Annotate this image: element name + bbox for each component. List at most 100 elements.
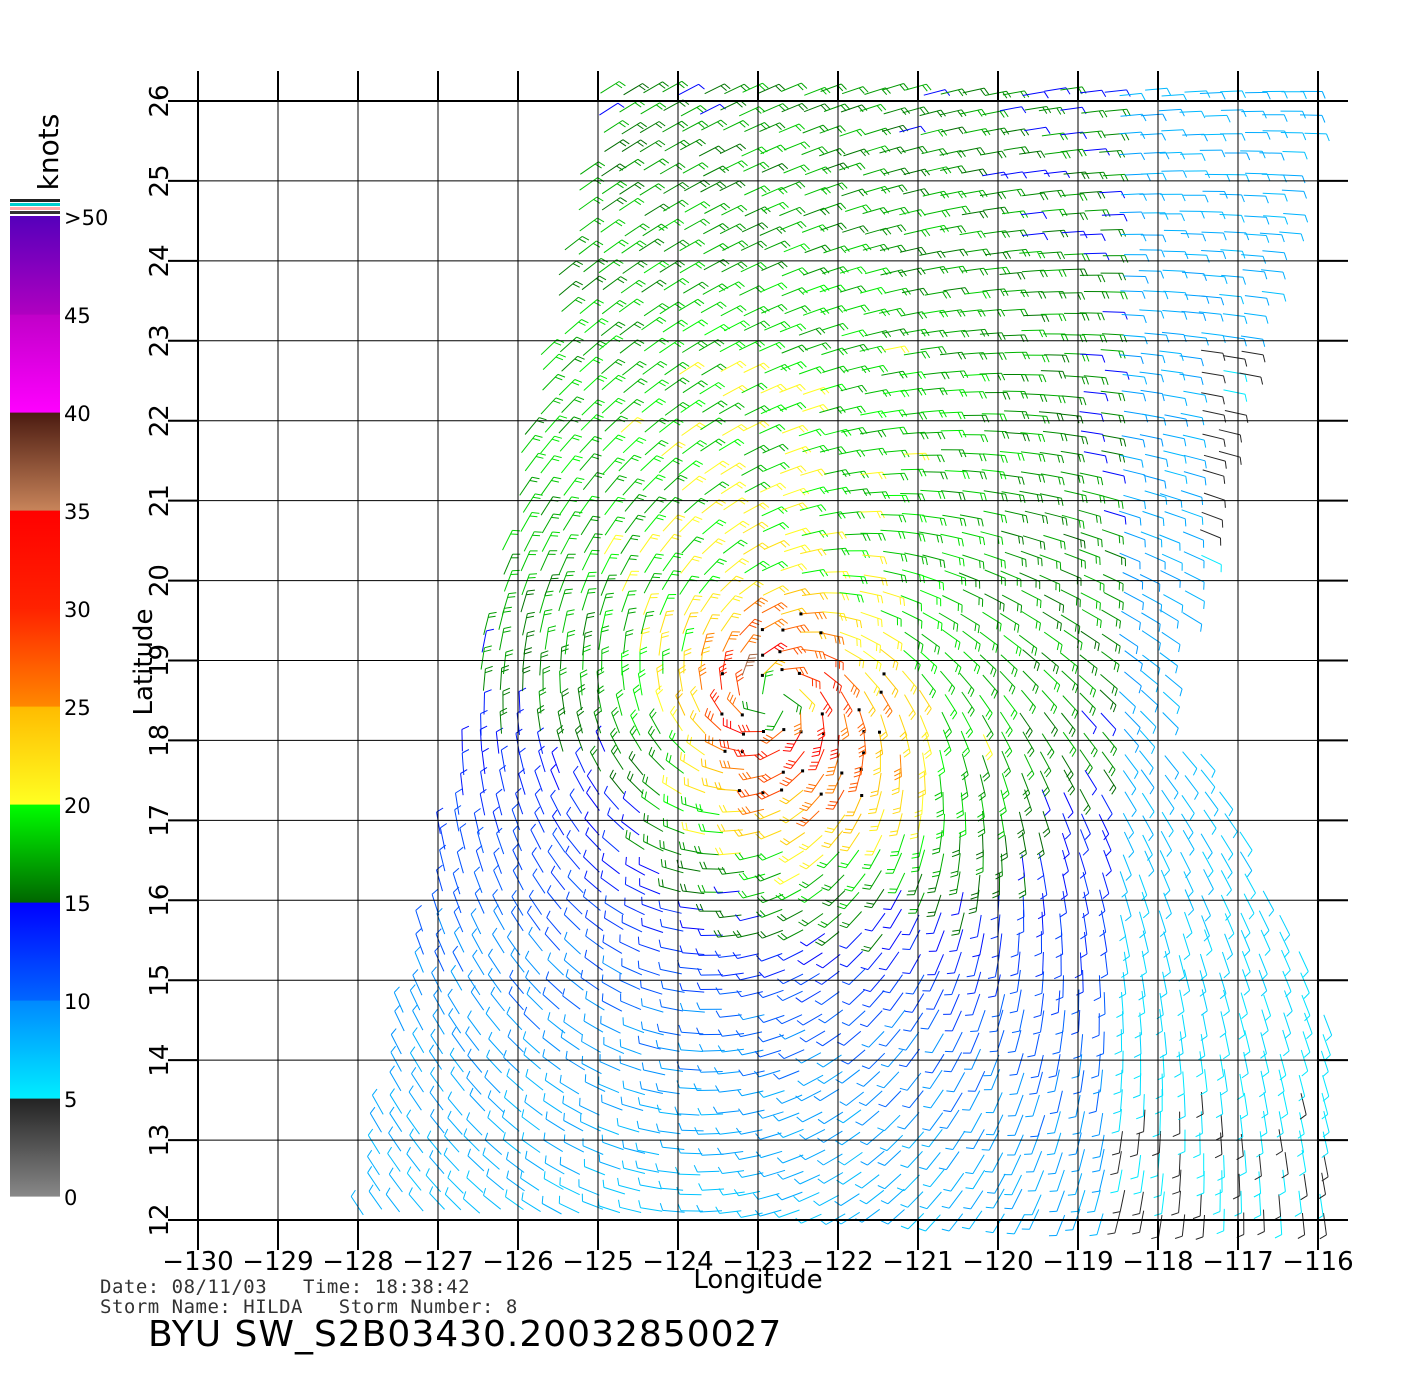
wind-barb	[979, 694, 993, 720]
wind-barb	[638, 1200, 663, 1212]
wind-barb	[1062, 212, 1089, 221]
wind-barb	[943, 1052, 963, 1073]
wind-barb	[1116, 1011, 1124, 1037]
wind-barb	[861, 364, 889, 373]
wind-barb	[940, 490, 966, 501]
wind-barb	[942, 370, 969, 379]
wind-barb	[999, 451, 1025, 461]
wind-barb	[823, 671, 842, 694]
wind-barb	[757, 1034, 784, 1043]
wind-barb	[1098, 814, 1110, 841]
wind-barb	[1301, 994, 1311, 1022]
wind-barb	[922, 471, 948, 480]
wind-barb	[1297, 1112, 1305, 1139]
wind-barb	[1224, 813, 1238, 839]
wind-barb	[919, 689, 932, 716]
wind-barb	[1063, 375, 1089, 385]
wind-barb	[1101, 830, 1112, 857]
wind-barb	[550, 764, 560, 791]
wind-barb	[1163, 290, 1189, 301]
wind-barb	[1144, 552, 1166, 570]
colorbar-label: 0	[64, 1186, 77, 1210]
wind-barb	[1071, 1009, 1081, 1035]
wind-barb	[856, 1071, 881, 1087]
wind-barb	[1177, 989, 1185, 1017]
wind-barb	[601, 974, 622, 994]
wind-barb	[817, 912, 842, 928]
wind-barb	[781, 624, 810, 634]
wind-barb	[639, 533, 661, 553]
wind-barb	[1121, 951, 1129, 978]
wind-barb	[682, 319, 709, 332]
wind-barb	[1179, 373, 1204, 386]
wind-barb	[761, 602, 788, 614]
wind-barb	[962, 434, 989, 443]
wind-barb	[859, 1010, 883, 1028]
wind-barb	[1278, 1169, 1286, 1196]
wind-barb	[1018, 872, 1027, 899]
wind-barb	[426, 1130, 442, 1155]
wind-barb	[1064, 490, 1088, 504]
wind-barb	[818, 1009, 844, 1024]
wind-barb	[1138, 974, 1146, 1001]
wind-barb	[743, 444, 770, 456]
wind-barb	[522, 665, 531, 692]
wind-barb	[545, 971, 563, 994]
wind-barb	[621, 814, 640, 836]
wind-barb	[802, 307, 830, 316]
wind-barb	[899, 125, 926, 133]
wind-barb	[958, 812, 967, 838]
wind-barb	[1132, 1073, 1142, 1099]
wind-barb	[1046, 1111, 1061, 1135]
wind-barb	[1262, 192, 1288, 202]
wind-barb	[623, 83, 649, 96]
wind-barb	[1055, 975, 1064, 1001]
wind-barb	[1004, 1174, 1022, 1196]
wind-barb	[983, 553, 1006, 569]
wind-barb	[717, 1029, 745, 1037]
wind-barb	[585, 990, 605, 1011]
wind-barb	[632, 684, 641, 711]
wind-barb	[390, 1028, 402, 1055]
wind-barb	[619, 972, 641, 990]
wind-barb	[681, 821, 706, 835]
wind-barb	[777, 1128, 804, 1138]
wind-barb	[1142, 413, 1167, 426]
wind-barb	[938, 1151, 960, 1171]
wind-barb	[1159, 1032, 1168, 1059]
wind-barb	[643, 593, 659, 615]
wind-barb	[942, 514, 967, 527]
wind-barb	[603, 534, 624, 555]
wind-barb	[582, 340, 607, 356]
wind-barb	[944, 652, 962, 675]
wind-barb	[580, 414, 604, 431]
wind-barb	[622, 260, 648, 274]
wind-barb	[1204, 929, 1213, 956]
wind-barb	[860, 634, 881, 654]
wind-barb	[1144, 850, 1155, 877]
wind-barb	[520, 1170, 540, 1191]
wind-barb	[1241, 350, 1266, 363]
wind-barb	[659, 1139, 685, 1150]
wind-barb	[388, 1167, 403, 1193]
wind-barb	[1184, 590, 1205, 609]
wind-barb	[655, 1039, 680, 1052]
wind-barb	[1223, 389, 1248, 402]
wind-barb	[619, 197, 645, 211]
wind-barb	[764, 321, 791, 331]
wind-barb	[499, 765, 507, 792]
wind-barb	[595, 725, 606, 752]
wind-barb	[1063, 792, 1074, 819]
wind-barb	[599, 102, 625, 116]
wind-barb	[466, 1070, 482, 1095]
wind-barb	[1040, 473, 1065, 486]
wind-barb	[773, 1209, 800, 1218]
wind-barb	[719, 223, 746, 235]
wind-barb	[1180, 153, 1206, 162]
lon-tick-label: −130	[162, 1247, 233, 1277]
wind-barb	[1284, 990, 1293, 1017]
wind-barb	[1092, 1069, 1103, 1095]
wind-barb	[679, 239, 706, 252]
wind-barb	[602, 434, 626, 452]
wind-barb	[1050, 990, 1061, 1016]
